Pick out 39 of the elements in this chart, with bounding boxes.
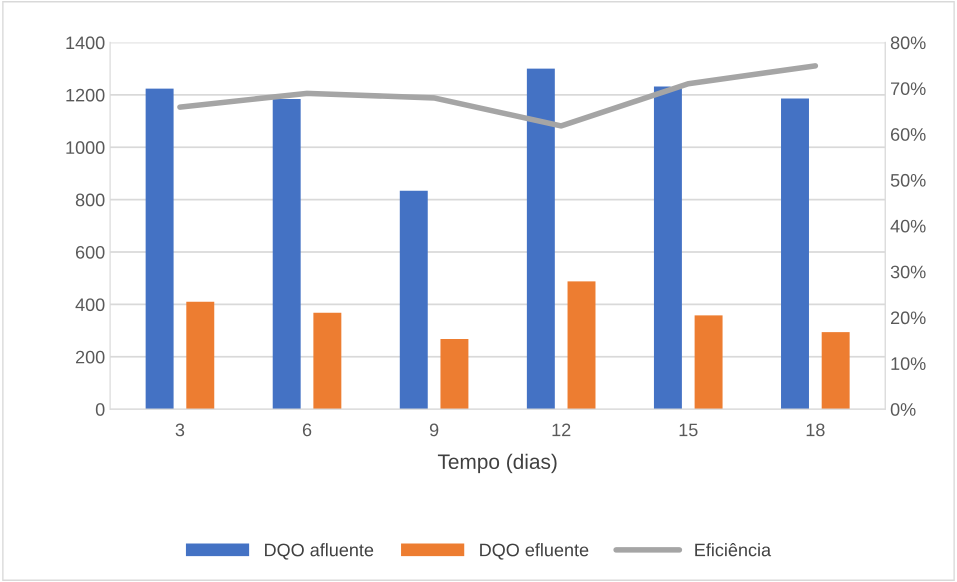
bar <box>694 315 723 410</box>
bar <box>568 281 596 410</box>
x-tick-label: 15 <box>680 424 698 436</box>
y2-tick-label: 40% <box>890 220 926 233</box>
legend-label: Eficiência <box>695 543 772 556</box>
y-tick-label: 0 <box>96 403 104 416</box>
x-tick-label: 12 <box>552 424 570 436</box>
x-tick-label: 18 <box>806 424 825 436</box>
bar <box>440 338 468 410</box>
bar <box>186 302 214 410</box>
y2-tick-label: 70% <box>891 82 926 96</box>
bar <box>781 98 809 410</box>
y-tick-label: 200 <box>76 350 104 364</box>
y2-tick-label: 10% <box>891 357 926 370</box>
y2-tick-label: 50% <box>890 174 926 187</box>
x-axis-title: Tempo (dias) <box>438 454 557 474</box>
y-tick-label: 800 <box>76 194 104 206</box>
bar <box>526 68 555 410</box>
y-tick-label: 1200 <box>66 88 104 102</box>
y-tick-label: 400 <box>75 298 104 312</box>
y2-tick-label: 0% <box>890 403 916 416</box>
bar <box>146 88 174 410</box>
bar <box>400 190 428 410</box>
y2-tick-label: 80% <box>890 36 926 50</box>
legend-label: DQO afluente <box>265 543 374 560</box>
x-tick-label: 6 <box>302 424 312 436</box>
y2-tick-label: 60% <box>891 128 926 141</box>
bar <box>313 312 342 410</box>
x-tick-label: 3 <box>176 424 184 436</box>
legend-label: DQO efluente <box>480 543 588 560</box>
y-tick-label: 1400 <box>66 36 104 50</box>
x-tick-label: 9 <box>430 424 438 436</box>
bar <box>654 86 682 410</box>
bar <box>272 99 301 410</box>
y-tick-label: 1000 <box>66 141 104 154</box>
bar <box>822 332 850 410</box>
y2-tick-label: 30% <box>890 266 926 278</box>
y2-tick-label: 20% <box>890 311 926 324</box>
y-tick-label: 600 <box>76 246 104 259</box>
